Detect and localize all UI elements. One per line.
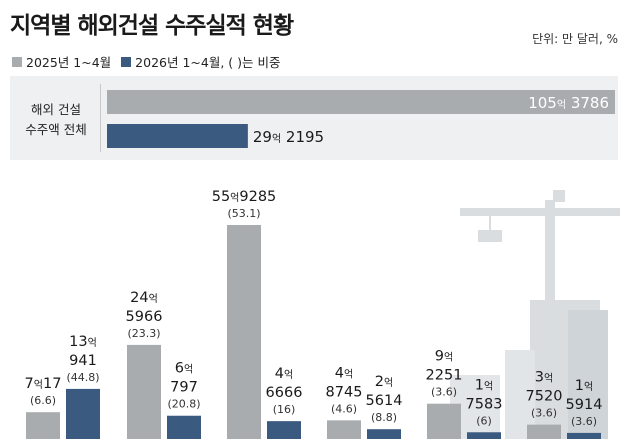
- bar-2025-0: [26, 412, 60, 439]
- total-value-label-2025: 105억 3786: [528, 94, 609, 112]
- city-skyline-illustration: [450, 190, 620, 439]
- bar-2026-4: [467, 432, 501, 439]
- value-label-top: 1억: [475, 377, 493, 393]
- legend: 2025년 1~4월 2026년 1~4월, ( )는 비중: [12, 52, 290, 71]
- total-label-line1: 해외 건설: [31, 102, 81, 117]
- bar-2025-5: [527, 424, 561, 439]
- share-label: (3.6): [571, 415, 597, 428]
- value-label-top: 24억: [130, 290, 158, 306]
- value-label-top: 6억: [175, 361, 193, 377]
- crane-jib: [460, 208, 620, 216]
- value-label-bottom: 797: [170, 380, 198, 396]
- value-label-bottom: 8745: [326, 384, 363, 400]
- legend-item-2026: 2026년 1~4월, ( )는 비중: [121, 52, 280, 71]
- share-label: (53.1): [227, 207, 260, 220]
- building-shape: [505, 350, 535, 439]
- share-label: (3.6): [531, 407, 557, 420]
- value-label-bottom: 941: [69, 353, 97, 369]
- value-label-bottom: 5614: [366, 393, 403, 409]
- share-label: (44.8): [66, 371, 99, 384]
- value-label-bottom: 5966: [126, 309, 163, 325]
- total-bar-2026: [107, 124, 248, 148]
- share-label: (6): [476, 414, 492, 427]
- share-label: (8.8): [371, 411, 397, 424]
- share-label: (16): [273, 403, 296, 416]
- value-label-top: 9억: [435, 349, 453, 365]
- bar-2026-0: [66, 388, 100, 439]
- total-value-label-2026: 29억 2195: [253, 128, 324, 146]
- value-label-bottom: 2251: [426, 368, 463, 384]
- legend-swatch-2026: [121, 56, 132, 67]
- crane-cab: [553, 190, 565, 202]
- value-label-top: 55억9285: [212, 189, 277, 205]
- value-label-top: 7억17: [25, 376, 62, 392]
- value-label-bottom: 5914: [566, 397, 603, 413]
- bar-2026-5: [567, 432, 601, 439]
- share-label: (6.6): [30, 394, 56, 407]
- legend-item-2025: 2025년 1~4월: [12, 52, 111, 71]
- bar-2026-1: [167, 415, 201, 439]
- share-label: (4.6): [331, 402, 357, 415]
- value-label-top: 13억: [69, 334, 97, 350]
- crane-mast: [545, 200, 555, 310]
- total-bar-2025: [107, 90, 615, 114]
- building-shape: [568, 310, 608, 439]
- bar-2026-2: [267, 421, 301, 439]
- unit-label: 단위: 만 달러, %: [532, 32, 618, 46]
- legend-label-2025: 2025년 1~4월: [26, 55, 112, 70]
- page-title: 지역별 해외건설 수주실적 현황: [10, 13, 294, 39]
- legend-swatch-2025: [12, 56, 22, 67]
- crane-load: [478, 230, 502, 242]
- total-label-line2: 수주액 전체: [25, 122, 87, 137]
- value-label-top: 2억: [375, 374, 393, 390]
- total-divider: [100, 84, 101, 152]
- bar-2025-2: [227, 225, 261, 439]
- regional-bars: (6.6) 7억17 (23.3) 5966 24억 (53.1) 55억9285 (4.6)…: [25, 189, 603, 439]
- value-label-bottom: 7520: [526, 389, 563, 405]
- bar-2025-4: [427, 403, 461, 439]
- value-label-bottom: 7583: [466, 396, 503, 412]
- bar-2026-3: [367, 429, 401, 439]
- bar-2025-3: [327, 420, 361, 439]
- value-label-top: 1억: [575, 378, 593, 394]
- bar-2025-1: [127, 344, 161, 439]
- value-label-top: 4억: [335, 365, 353, 381]
- value-label-top: 4억: [275, 366, 293, 382]
- total-bars: 105억 3786 29억 2195: [107, 90, 615, 148]
- total-label: 해외 건설 수주액 전체: [10, 100, 102, 140]
- share-label: (23.3): [127, 327, 160, 340]
- value-label-top: 3억: [535, 370, 553, 386]
- share-label: (3.6): [431, 386, 457, 399]
- value-label-bottom: 6666: [266, 385, 303, 401]
- share-label: (20.8): [167, 398, 200, 411]
- legend-label-2026: 2026년 1~4월, ( )는 비중: [135, 55, 281, 70]
